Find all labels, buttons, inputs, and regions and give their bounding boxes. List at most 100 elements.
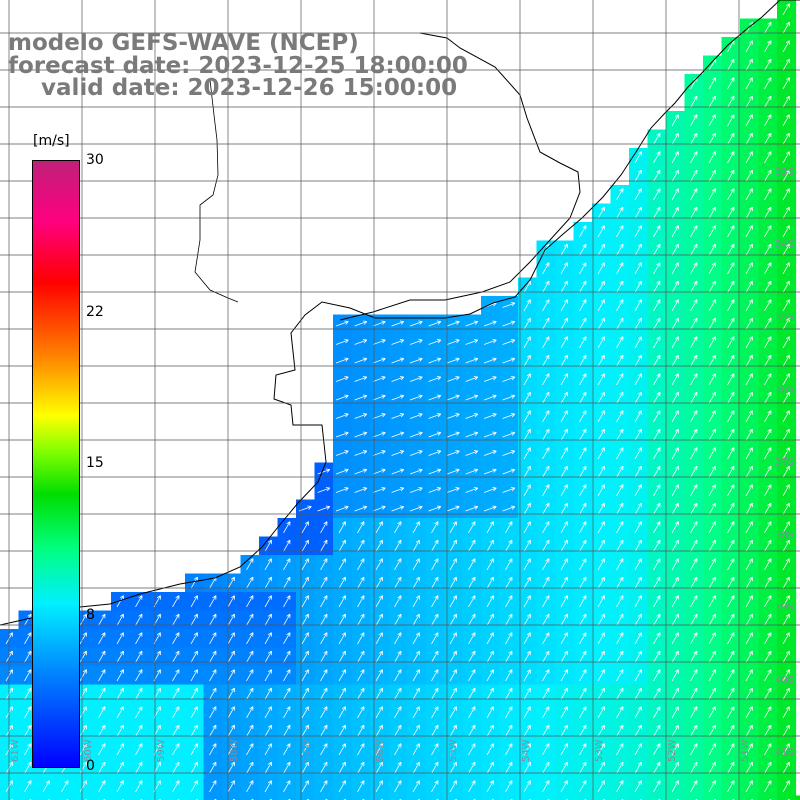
wind-arrow [357,521,365,534]
wind-cell [684,314,704,334]
wind-cell [111,703,131,723]
wind-arrow [486,632,494,645]
wind-arrow [542,706,550,719]
wind-cell [629,222,649,242]
wind-cell [666,610,686,630]
wind-cell [185,684,205,704]
wind-cell [610,481,630,501]
wind-arrow [782,280,790,293]
wind-arrow [745,373,753,386]
wind-arrow [597,465,605,478]
wind-cell [610,425,630,445]
wind-arrow [320,613,328,626]
wind-arrow [391,376,405,382]
wind-cell [407,536,427,556]
wind-arrow [317,468,331,475]
wind-arrow [335,431,349,438]
wind-cell [277,758,297,778]
wind-cell [758,111,778,131]
wind-arrow [542,447,550,460]
wind-arrow [782,595,790,608]
wind-cell [0,721,20,741]
wind-cell [740,370,760,390]
wind-cell [703,166,723,186]
wind-arrow [745,280,753,293]
wind-cell [629,407,649,427]
wind-arrow [579,521,587,534]
wind-arrow [634,761,642,774]
wind-arrow [727,724,735,737]
wind-cell [666,425,686,445]
latitude-label: 33S [775,167,794,178]
wind-arrow [764,724,772,737]
wind-cell [592,370,612,390]
wind-cell [666,740,686,760]
wind-cell [277,740,297,760]
wind-cell [777,203,797,223]
wind-cell [425,740,445,760]
wind-arrow [446,468,460,475]
wind-arrow [597,706,605,719]
wind-cell [166,666,186,686]
wind-arrow [357,650,365,663]
wind-cell [703,333,723,353]
wind-cell [684,795,704,800]
wind-cell [629,573,649,593]
wind-arrow [782,114,790,127]
wind-arrow [560,336,568,349]
wind-cell [703,610,723,630]
wind-arrow [671,502,679,515]
wind-arrow [79,613,87,626]
wind-cell [758,148,778,168]
wind-arrow [579,650,587,663]
wind-arrow [172,743,180,756]
wind-arrow [523,465,531,478]
wind-arrow [671,225,679,238]
wind-arrow [301,521,309,534]
wind-arrow [634,780,642,793]
wind-arrow [560,521,568,534]
wind-arrow [320,632,328,645]
wind-cell [703,703,723,723]
wind-cell [666,777,686,797]
wind-cell [555,536,575,556]
wind-cell [388,666,408,686]
wind-arrow [745,40,753,53]
wind-arrow [449,706,457,719]
wind-cell [240,684,260,704]
colorbar-tick-label: 15 [86,455,104,471]
wind-arrow [727,151,735,164]
wind-arrow [616,558,624,571]
wind-cell [647,758,667,778]
wind-cell [684,462,704,482]
wind-arrow [79,632,87,645]
wind-arrow [483,376,497,382]
wind-arrow [764,521,772,534]
wind-cell [684,703,704,723]
wind-arrow [283,558,291,571]
wind-cell [629,758,649,778]
wind-cell [129,740,149,760]
wind-arrow [428,357,442,364]
wind-arrow [634,558,642,571]
wind-arrow [227,761,235,774]
wind-arrow [431,521,439,534]
wind-arrow [690,613,698,626]
wind-cell [518,703,538,723]
wind-arrow [616,373,624,386]
wind-arrow [523,650,531,663]
wind-cell [610,795,630,800]
wind-arrow [653,206,661,219]
wind-cell [592,592,612,612]
wind-arrow [690,391,698,404]
wind-arrow [135,669,143,682]
wind-cell [351,610,371,630]
wind-arrow [671,206,679,219]
wind-arrow [98,724,106,737]
wind-arrow [616,188,624,201]
wind-arrow [764,539,772,552]
wind-arrow [227,706,235,719]
wind-cell [481,758,501,778]
wind-cell [758,555,778,575]
wind-cell [333,592,353,612]
